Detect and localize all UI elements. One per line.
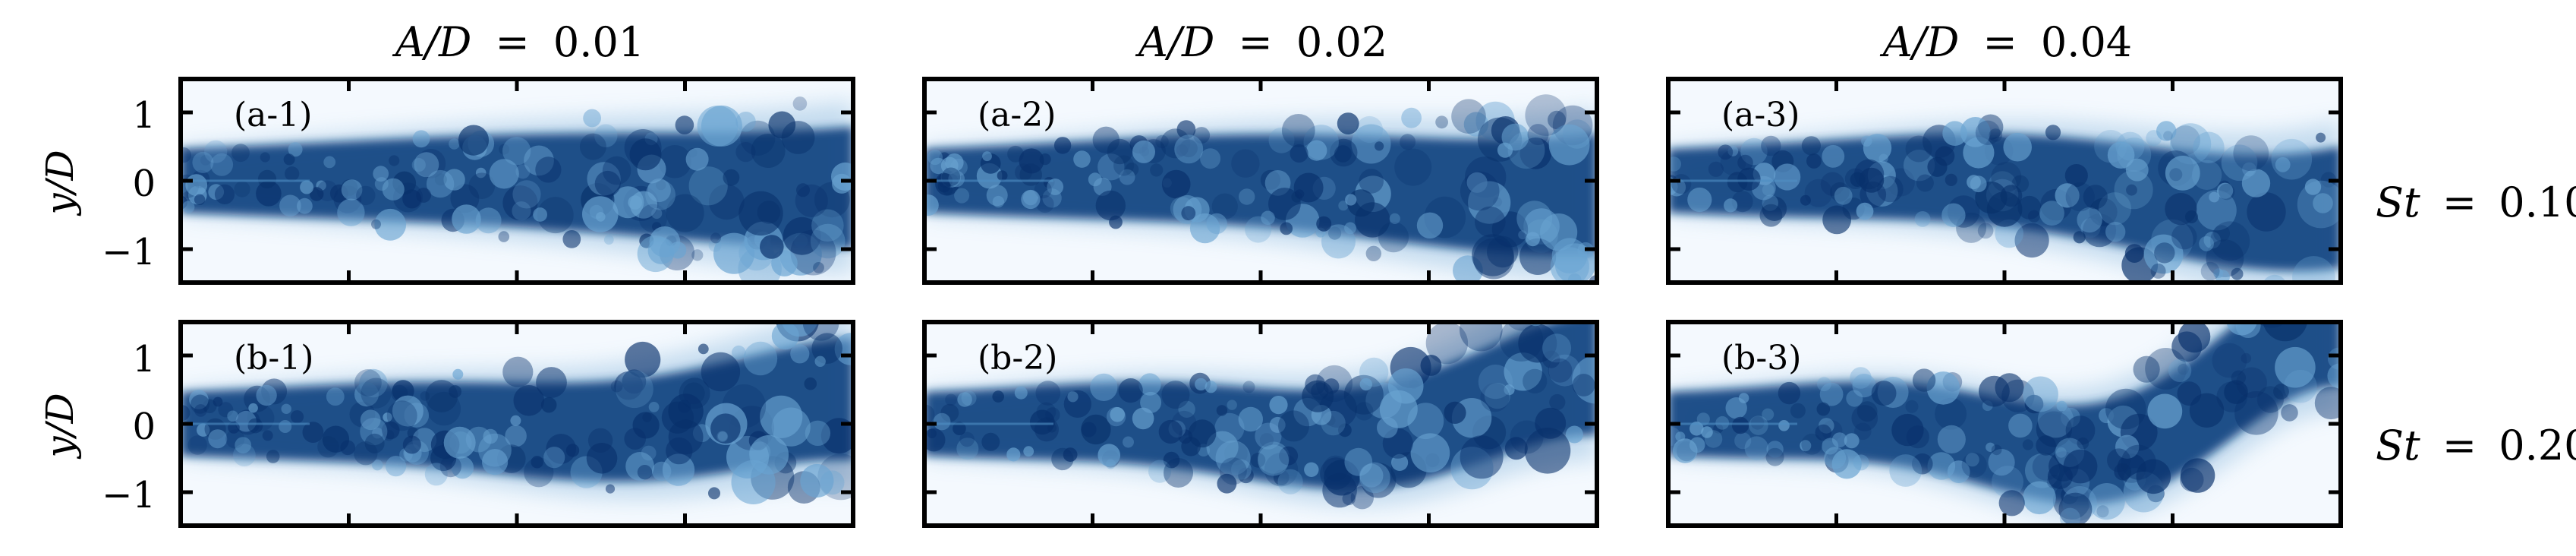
y-axis-label-row-2: y/D <box>38 393 82 459</box>
panel-label: (a-1) <box>234 96 312 134</box>
row-label-1-value: 0.10 <box>2499 178 2576 226</box>
row-label-1: St = 0.10 <box>2376 178 2576 226</box>
y-axis-label-row-1: y/D <box>38 150 82 216</box>
jet-field <box>1668 322 2341 526</box>
y-tick-label-r1-0: 0 <box>132 163 156 205</box>
col-title-2-value: 0.02 <box>1296 18 1387 66</box>
y-tick-label-r2-m1: −1 <box>102 474 156 517</box>
row-label-2-lhs: St <box>2376 422 2420 469</box>
panel-b-1: (b-1) <box>178 320 855 528</box>
col-title-1-lhs: A/D <box>392 18 472 66</box>
panel-label: (a-2) <box>978 96 1056 134</box>
panel-a-1: (a-1) <box>178 77 855 285</box>
col-title-1: A/D = 0.01 <box>392 18 644 66</box>
panel-a-2: (a-2) <box>922 77 1599 285</box>
jet-field <box>1668 114 2341 283</box>
panel-b-3: (b-3) <box>1666 320 2343 528</box>
y-tick-label-r1-m1: −1 <box>102 231 156 273</box>
col-title-1-value: 0.01 <box>553 18 644 66</box>
y-tick-label-r1-1: 1 <box>132 94 156 137</box>
panel-label: (b-2) <box>978 339 1057 378</box>
y-tick-label-r2-1: 1 <box>132 338 156 381</box>
col-title-3-lhs: A/D <box>1879 18 1960 66</box>
col-title-3: A/D = 0.04 <box>1879 18 2132 66</box>
row-label-2-value: 0.20 <box>2499 422 2576 469</box>
col-title-2: A/D = 0.02 <box>1135 18 1387 66</box>
panel-label: (a-3) <box>1721 96 1800 134</box>
panel-b-2: (b-2) <box>922 320 1599 528</box>
jet-field <box>924 94 1597 283</box>
jet-field <box>181 322 853 505</box>
panel-label: (b-3) <box>1721 339 1801 378</box>
row-label-2: St = 0.20 <box>2376 422 2576 469</box>
panel-grid: (a-1) (a-2) (a-3) (b-1) (b-2) (b-3) <box>178 77 2343 528</box>
y-tick-label-r2-0: 0 <box>132 406 156 448</box>
row-label-1-lhs: St <box>2376 178 2420 226</box>
jet-field <box>924 322 1597 510</box>
y-tick-labels: 1 0 −1 1 0 −1 <box>102 94 156 517</box>
panel-label: (b-1) <box>234 339 313 378</box>
col-title-3-value: 0.04 <box>2041 18 2132 66</box>
jet-field <box>181 96 853 283</box>
column-titles: A/D = 0.01 A/D = 0.02 A/D = 0.04 <box>392 18 2132 66</box>
panel-a-3: (a-3) <box>1666 77 2343 285</box>
col-title-2-lhs: A/D <box>1135 18 1215 66</box>
row-labels: St = 0.10 St = 0.20 <box>2376 178 2576 469</box>
